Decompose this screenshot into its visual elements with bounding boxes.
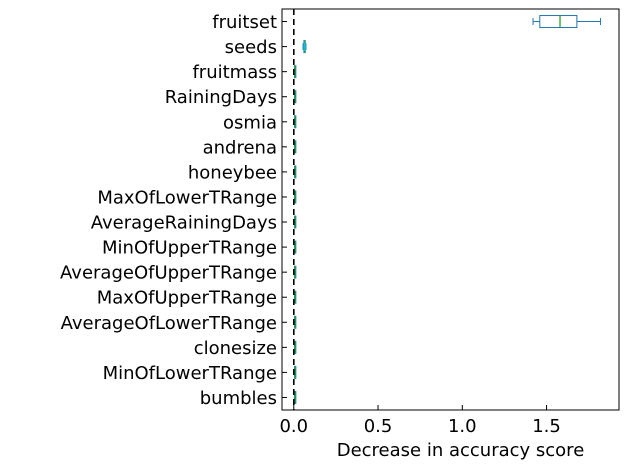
y-tick-label: MaxOfUpperTRange <box>97 288 277 309</box>
y-tick-label: fruitset <box>212 12 277 33</box>
y-tick-label: seeds <box>225 37 277 58</box>
y-tick-label: MinOfUpperTRange <box>102 238 277 259</box>
y-axis: fruitset seeds fruitmass RainingDays osmia an… <box>60 12 287 409</box>
x-tick-label: 0.5 <box>364 416 393 437</box>
y-tick-label: AverageOfLowerTRange <box>61 313 277 334</box>
box-12 <box>293 315 297 329</box>
y-tick-label: MaxOfLowerTRange <box>97 187 277 208</box>
x-tick-label: 1.0 <box>448 416 477 437</box>
box-6 <box>293 165 297 179</box>
y-tick-label: AverageRainingDays <box>91 213 277 234</box>
box-2 <box>293 65 297 79</box>
y-tick-label: RainingDays <box>165 87 277 108</box>
box-3 <box>293 90 297 104</box>
x-tick-label: 0.0 <box>279 416 308 437</box>
y-tick-label: bumbles <box>200 388 277 409</box>
y-tick-label: osmia <box>223 112 277 133</box>
plot-frame <box>281 8 620 411</box>
y-tick-label: MinOfLowerTRange <box>103 363 277 384</box>
plot-marks <box>292 9 601 410</box>
x-tick-label: 1.5 <box>532 416 561 437</box>
y-tick-label: AverageOfUpperTRange <box>60 263 277 284</box>
y-tick-label: honeybee <box>188 162 277 183</box>
box-14 <box>293 365 297 379</box>
box-0 <box>532 15 601 29</box>
box-13 <box>293 340 297 354</box>
box-9 <box>293 240 297 254</box>
x-axis-label: Decrease in accuracy score <box>337 440 585 461</box>
box-iqr <box>539 15 578 29</box>
y-tick-label: andrena <box>203 137 277 158</box>
box-10 <box>293 265 297 279</box>
box-1 <box>302 40 307 54</box>
box-7 <box>293 190 297 204</box>
y-tick-label: fruitmass <box>192 62 277 83</box>
box-8 <box>293 215 297 229</box>
x-axis: 0.0 0.5 1.0 1.5 <box>279 405 561 437</box>
box-4 <box>293 115 297 129</box>
y-tick-label: clonesize <box>194 338 277 359</box>
box-15 <box>293 390 297 404</box>
box-11 <box>293 290 297 304</box>
box-5 <box>293 140 297 154</box>
